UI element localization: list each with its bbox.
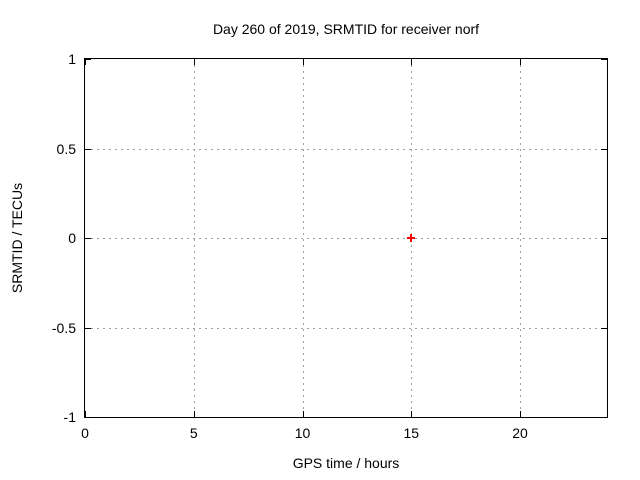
y-tick-left-1 bbox=[85, 59, 91, 60]
data-point-0-0 bbox=[407, 234, 416, 242]
y-tick-left--1 bbox=[85, 417, 91, 418]
y-tick-right--0.5 bbox=[601, 327, 607, 329]
y-tick-label-1: 1 bbox=[68, 51, 76, 67]
y-tick-right-0 bbox=[601, 238, 607, 239]
y-tick-label--0.5: -0.5 bbox=[51, 319, 76, 336]
x-tick-label-20: 20 bbox=[512, 425, 528, 441]
x-tick-top-10 bbox=[302, 59, 304, 65]
x-tick-top-0 bbox=[85, 59, 86, 65]
gridline-y-0 bbox=[85, 238, 607, 239]
y-tick-right-0.5 bbox=[601, 148, 607, 150]
x-axis-label: GPS time / hours bbox=[292, 455, 400, 471]
y-tick-left-0 bbox=[85, 238, 91, 239]
gridline-y--0.5 bbox=[85, 327, 607, 329]
y-tick-label--1: -1 bbox=[63, 409, 76, 425]
x-tick-top-5 bbox=[193, 59, 195, 65]
x-tick-bottom-15 bbox=[411, 411, 413, 417]
x-tick-bottom-5 bbox=[193, 411, 195, 417]
x-tick-label-0: 0 bbox=[81, 425, 89, 441]
y-tick-right-1 bbox=[601, 59, 607, 60]
y-tick-label-0: 0 bbox=[68, 230, 76, 246]
y-tick-right--1 bbox=[601, 417, 607, 418]
x-tick-bottom-20 bbox=[520, 411, 521, 417]
x-tick-label-5: 5 bbox=[189, 425, 198, 441]
y-tick-label-0.5: 0.5 bbox=[56, 140, 76, 157]
x-tick-top-20 bbox=[520, 59, 521, 65]
data-point-vbar bbox=[410, 234, 413, 242]
chart-title: Day 260 of 2019, SRMTID for receiver nor… bbox=[212, 21, 480, 37]
x-tick-label-10: 10 bbox=[294, 425, 311, 441]
x-tick-label-15: 15 bbox=[403, 425, 420, 441]
y-tick-left--0.5 bbox=[85, 327, 91, 329]
x-tick-bottom-0 bbox=[85, 411, 86, 417]
plot-area bbox=[84, 58, 608, 418]
y-tick-left-0.5 bbox=[85, 148, 91, 150]
x-tick-bottom-10 bbox=[302, 411, 304, 417]
gridline-y-0.5 bbox=[85, 148, 607, 150]
x-tick-top-15 bbox=[411, 59, 413, 65]
